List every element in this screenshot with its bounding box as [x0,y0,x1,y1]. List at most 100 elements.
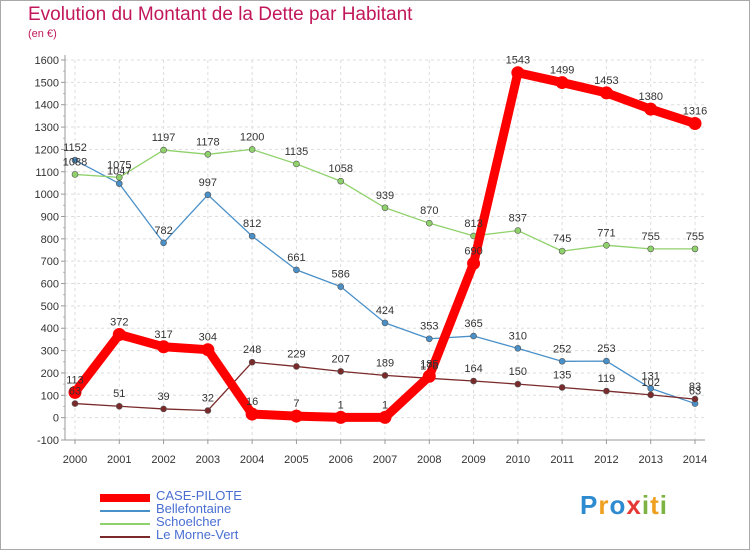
data-point-le-morne-vert [204,407,212,414]
data-point-schoelcher [381,204,389,212]
legend-label: CASE-PILOTE [156,488,242,503]
data-label-le-morne-vert: 176 [420,360,438,372]
data-point-schoelcher [248,146,256,153]
data-point-le-morne-vert [115,402,123,410]
data-point-le-morne-vert [160,405,167,413]
data-label-schoelcher: 755 [686,231,704,243]
x-tick-label: 2012 [594,454,618,466]
logo-letter: r [598,490,610,520]
data-label-schoelcher: 939 [376,190,394,202]
data-label-case-pilote: 372 [110,316,128,328]
data-label-case-pilote: 1 [382,399,388,411]
x-tick-label: 2000 [63,454,87,466]
data-point-bellefontaine [514,345,522,352]
legend-label: Bellefontaine [156,501,232,516]
x-tick-label: 2001 [107,454,131,466]
data-label-bellefontaine: 131 [642,370,660,382]
data-point-le-morne-vert [647,391,655,399]
data-label-case-pilote: 185 [420,358,438,370]
data-label-case-pilote: 1316 [683,105,707,117]
data-point-case-pilote [112,327,126,341]
data-label-case-pilote: 113 [66,374,84,386]
y-tick-label: 500 [41,301,59,313]
data-label-le-morne-vert: 51 [113,388,125,400]
y-tick-label: 900 [41,211,59,223]
data-point-case-pilote [334,410,348,424]
y-tick-label: 400 [41,323,59,335]
data-label-le-morne-vert: 164 [464,363,482,375]
data-label-le-morne-vert: 32 [202,392,214,404]
data-point-le-morne-vert [470,377,477,385]
y-tick-label: 1600 [35,55,59,67]
legend-swatch [100,510,150,512]
data-point-schoelcher [293,160,300,168]
data-point-schoelcher [425,219,433,227]
data-label-schoelcher: 1088 [63,156,87,168]
data-label-case-pilote: 1499 [550,65,574,77]
data-label-schoelcher: 813 [464,218,482,230]
logo-letter: x [626,490,642,520]
y-tick-label: 600 [41,279,59,291]
data-point-schoelcher [337,177,345,185]
data-point-schoelcher [691,245,699,253]
legend-swatch [100,523,150,525]
data-point-case-pilote [688,116,702,130]
x-tick-label: 2005 [284,454,308,466]
data-label-schoelcher: 1178 [196,136,220,148]
data-point-case-pilote [511,66,525,80]
x-tick-label: 2002 [151,454,175,466]
data-point-bellefontaine [71,156,79,164]
y-tick-label: 200 [41,368,59,380]
data-label-schoelcher: 1135 [285,146,309,158]
data-label-bellefontaine: 1047 [107,166,131,178]
data-label-le-morne-vert: 119 [598,373,616,385]
series-bellefontaine [71,156,699,407]
data-point-bellefontaine [204,191,212,199]
data-point-le-morne-vert [293,363,300,370]
data-label-le-morne-vert: 102 [642,377,660,389]
data-point-bellefontaine [293,266,300,274]
data-point-bellefontaine [558,358,566,365]
data-label-bellefontaine: 310 [509,330,527,342]
data-label-bellefontaine: 812 [243,218,261,230]
data-point-bellefontaine [425,335,433,343]
data-label-schoelcher: 771 [597,227,615,239]
data-point-case-pilote [555,76,569,90]
data-label-bellefontaine: 353 [420,321,438,333]
legend-swatch [100,494,150,502]
data-point-schoelcher [160,146,167,154]
data-point-le-morne-vert [514,380,522,388]
data-label-bellefontaine: 586 [332,269,350,281]
data-label-case-pilote: 1 [338,399,344,411]
data-point-case-pilote [599,86,613,100]
data-point-schoelcher [558,247,566,255]
y-tick-label: 300 [41,346,59,358]
data-label-le-morne-vert: 248 [243,344,261,356]
y-tick-label: 1400 [35,100,59,112]
data-point-le-morne-vert [71,400,79,407]
logo-letter: P [580,490,599,520]
legend-label: Le Morne-Vert [156,527,239,542]
data-label-bellefontaine: 997 [199,177,217,189]
data-label-schoelcher: 870 [420,205,438,217]
data-label-bellefontaine: 365 [464,318,482,330]
series-case-pilote [68,66,702,424]
data-label-case-pilote: 1453 [594,75,618,87]
data-point-le-morne-vert [603,387,610,395]
data-label-schoelcher: 1058 [328,163,352,175]
data-labels-layer: 113 372 317 304 16 7 1 1 185 690 1543 1499 1453 1380 1… [63,55,707,412]
data-point-case-pilote [68,385,82,399]
data-point-bellefontaine [603,357,610,365]
legend-label: Schoelcher [156,514,222,529]
data-label-bellefontaine: 1152 [63,142,87,154]
y-tick-label: 1000 [35,189,59,201]
proxiti-logo: Proxiti [580,490,668,521]
logo-letter: i [659,490,668,520]
y-tick-label: 100 [41,390,59,402]
data-label-schoelcher: 755 [642,231,660,243]
data-point-le-morne-vert [558,384,566,391]
series-le-morne-vert [71,358,699,414]
data-point-case-pilote [201,343,215,357]
data-label-bellefontaine: 63 [689,386,701,398]
